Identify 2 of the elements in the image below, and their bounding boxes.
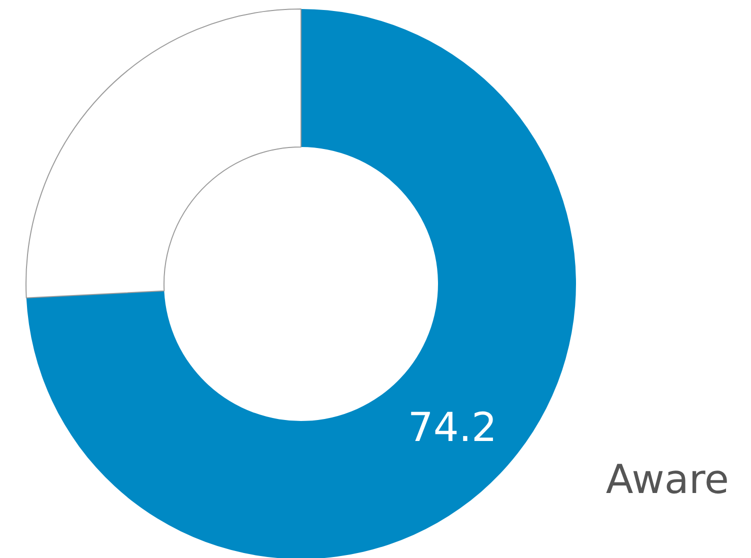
slice-label: Aware (606, 457, 730, 503)
data-label: 74.2 (408, 405, 497, 452)
